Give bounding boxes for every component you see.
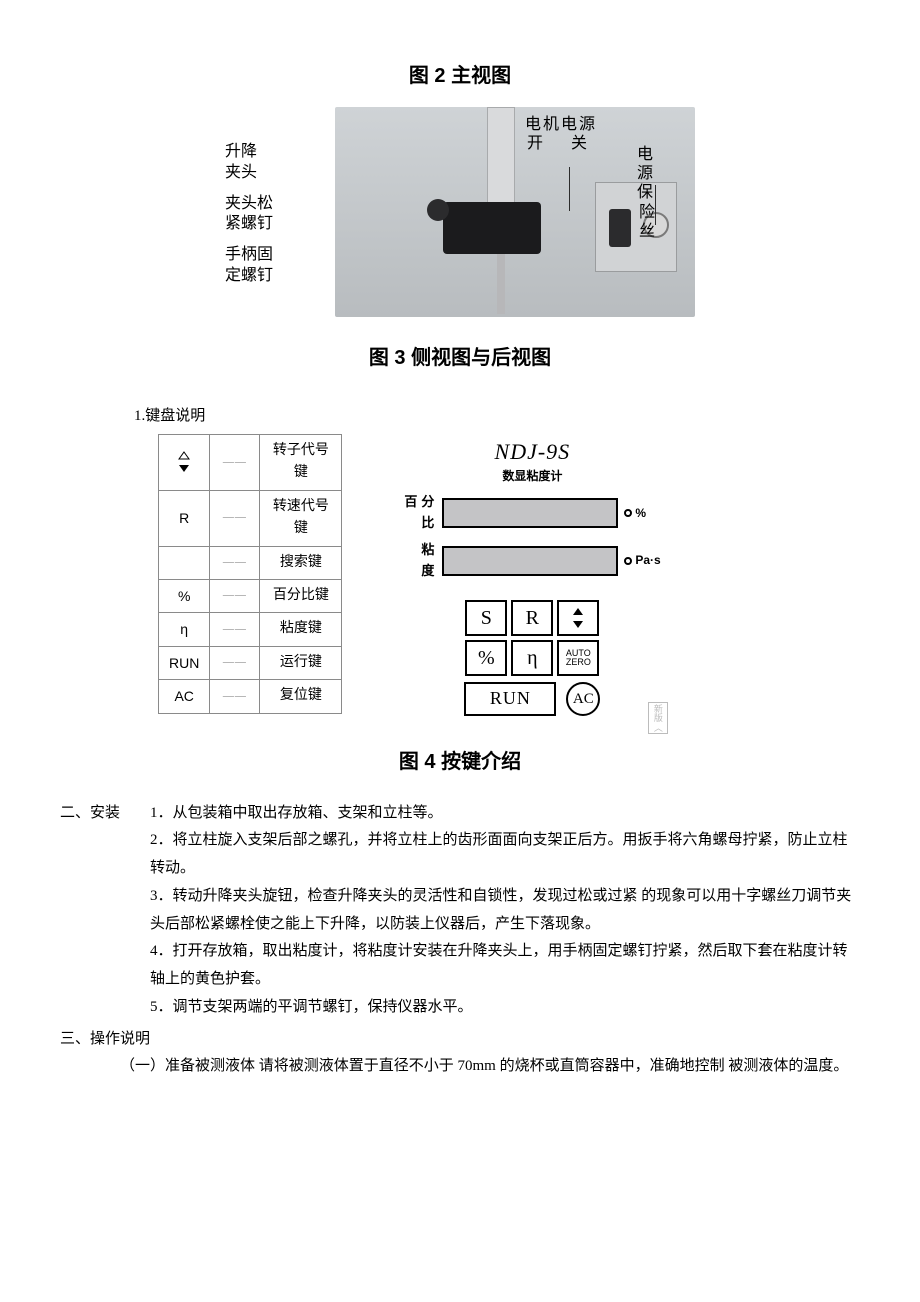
- display-unit-percent: %: [618, 504, 662, 523]
- display-box-percent: [442, 498, 618, 528]
- figure-2-title: 图 2 主视图: [60, 60, 860, 92]
- dash-cell: ——: [210, 546, 260, 579]
- key-r[interactable]: R: [511, 600, 553, 636]
- key-symbol-cell: AC: [159, 680, 210, 713]
- figure-4-title: 图 4 按键介绍: [60, 746, 860, 778]
- fig4-title-text: 图 4 按键介绍: [399, 751, 521, 773]
- dash-cell: ——: [210, 490, 260, 546]
- table-row: η——粘度键: [159, 613, 342, 646]
- led-icon: [624, 557, 632, 565]
- dash-cell: ——: [210, 435, 260, 491]
- label-fuse-group: 电源保 险丝: [637, 145, 671, 241]
- key-symbol-cell: [159, 546, 210, 579]
- label-clamp-screw: 夹头松 紧螺钉: [225, 194, 273, 236]
- section-install-number: 二、安装: [60, 800, 150, 1022]
- key-symbol-cell: [159, 435, 210, 491]
- install-item-5: 5．调节支架两端的平调节螺钉，保持仪器水平。: [150, 994, 860, 1022]
- label-fuse-1: 电源保: [637, 145, 671, 203]
- key-desc-cell: 搜索键: [260, 546, 342, 579]
- display-label-percent: 百分比: [402, 492, 442, 534]
- table-row: ——搜索键: [159, 546, 342, 579]
- install-item-4: 4．打开存放箱，取出粘度计，将粘度计安装在升降夹头上，用手柄固定螺钉拧紧，然后取…: [150, 938, 860, 994]
- install-item-1: 1．从包装箱中取出存放箱、支架和立柱等。: [150, 800, 860, 828]
- keypad: S R % η AUTO ZERO RUN AC: [451, 600, 613, 716]
- dash-cell: ——: [210, 680, 260, 713]
- clamp-block: [443, 202, 541, 254]
- panel-subtitle: 数显粘度计: [402, 467, 662, 486]
- figure-3-left-labels: 升降 夹头 夹头松 紧螺钉 手柄固 定螺钉: [225, 142, 273, 297]
- table-row: ——转子代号键: [159, 435, 342, 491]
- section-operation: 三、操作说明 （一）准备被测液体 请将被测液体置于直径不小于 70mm 的烧杯或…: [60, 1026, 860, 1082]
- display-unit-viscosity: Pa·s: [618, 551, 662, 570]
- table-row: RUN——运行键: [159, 646, 342, 679]
- instrument-panel: NDJ-9S 数显粘度计 百分比 % 粘 度 Pa·s: [402, 434, 662, 716]
- table-row: %——百分比键: [159, 579, 342, 612]
- unit-pas-text: Pa·s: [635, 551, 660, 570]
- power-switch: [609, 209, 631, 247]
- key-desc-cell: 转速代号键: [260, 490, 342, 546]
- updown-arrow-icon: [178, 451, 190, 473]
- install-item-2: 2．将立柱旋入支架后部之螺孔，并将立柱上的齿形面面向支架正后方。用扳手将六角螺母…: [150, 827, 860, 883]
- key-auto-zero[interactable]: AUTO ZERO: [557, 640, 599, 676]
- display-box-viscosity: [442, 546, 618, 576]
- display-row-percent: 百分比 %: [402, 492, 662, 534]
- label-lift-clamp: 升降 夹头: [225, 142, 273, 184]
- key-desc-cell: 百分比键: [260, 579, 342, 612]
- figure-3-right-labels: 电机电源 开关 电源保 险丝: [525, 115, 615, 153]
- table-row: R——转速代号键: [159, 490, 342, 546]
- key-percent[interactable]: %: [465, 640, 507, 676]
- leader-line-fuse: [655, 185, 656, 225]
- key-symbol-cell: η: [159, 613, 210, 646]
- dash-cell: ——: [210, 613, 260, 646]
- label-handle-screw: 手柄固 定螺钉: [225, 245, 273, 287]
- panel-model: NDJ-9S: [402, 434, 662, 469]
- label-motor-power-2: 开关: [527, 134, 615, 153]
- leader-line-switch: [569, 167, 570, 211]
- dash-cell: ——: [210, 579, 260, 612]
- key-arrows[interactable]: [557, 600, 599, 636]
- key-desc-cell: 转子代号键: [260, 435, 342, 491]
- key-desc-cell: 复位键: [260, 680, 342, 713]
- led-icon: [624, 509, 632, 517]
- key-symbol-cell: RUN: [159, 646, 210, 679]
- label-motor-power-1: 电机电源: [525, 115, 615, 134]
- section-install-head: 二、安装 1．从包装箱中取出存放箱、支架和立柱等。 2．将立柱旋入支架后部之螺孔…: [60, 800, 860, 1022]
- unit-percent-text: %: [635, 504, 646, 523]
- display-label-viscosity: 粘 度: [402, 540, 442, 582]
- key-s[interactable]: S: [465, 600, 507, 636]
- key-ac[interactable]: AC: [566, 682, 600, 716]
- key-desc-cell: 运行键: [260, 646, 342, 679]
- table-row: AC——复位键: [159, 680, 342, 713]
- keypad-row-2: % η AUTO ZERO: [451, 640, 613, 676]
- figure-3-title: 图 3 侧视图与后视图: [60, 342, 860, 374]
- install-item-3: 3．转动升降夹头旋钮，检查升降夹头的灵活性和自锁性，发现过松或过紧 的现象可以用…: [150, 883, 860, 939]
- fig3-title-text: 图 3 侧视图与后视图: [369, 347, 551, 369]
- figure-3-diagram: 升降 夹头 夹头松 紧螺钉 手柄固 定螺钉 电机电源 开关 电源保 险丝: [225, 107, 695, 322]
- section-operation-head: 三、操作说明: [60, 1026, 860, 1054]
- updown-arrow-icon: [571, 606, 585, 630]
- clamp-knob: [427, 199, 449, 221]
- key-symbol-cell: R: [159, 490, 210, 546]
- lower-shaft: [497, 254, 505, 314]
- keyboard-legend-table: ——转子代号键R——转速代号键——搜索键%——百分比键η——粘度键RUN——运行…: [158, 434, 342, 714]
- key-symbol-cell: %: [159, 579, 210, 612]
- operation-sub-1: （一）准备被测液体 请将被测液体置于直径不小于 70mm 的烧杯或直筒容器中，准…: [60, 1053, 860, 1081]
- fig2-title-text: 图 2 主视图: [409, 65, 511, 87]
- dash-cell: ——: [210, 646, 260, 679]
- keyboard-caption: 1.键盘说明: [134, 404, 810, 428]
- section-install-body: 1．从包装箱中取出存放箱、支架和立柱等。 2．将立柱旋入支架后部之螺孔，并将立柱…: [150, 800, 860, 1022]
- key-eta[interactable]: η: [511, 640, 553, 676]
- figure-4-wrapper: 1.键盘说明 ——转子代号键R——转速代号键——搜索键%——百分比键η——粘度键…: [110, 389, 810, 716]
- keypad-row-1: S R: [451, 600, 613, 636]
- display-row-viscosity: 粘 度 Pa·s: [402, 540, 662, 582]
- version-stamp: 新 版 ︿: [648, 702, 668, 734]
- key-desc-cell: 粘度键: [260, 613, 342, 646]
- key-run[interactable]: RUN: [464, 682, 556, 716]
- section-install: 二、安装 1．从包装箱中取出存放箱、支架和立柱等。 2．将立柱旋入支架后部之螺孔…: [60, 800, 860, 1022]
- keypad-row-3: RUN AC: [451, 682, 613, 716]
